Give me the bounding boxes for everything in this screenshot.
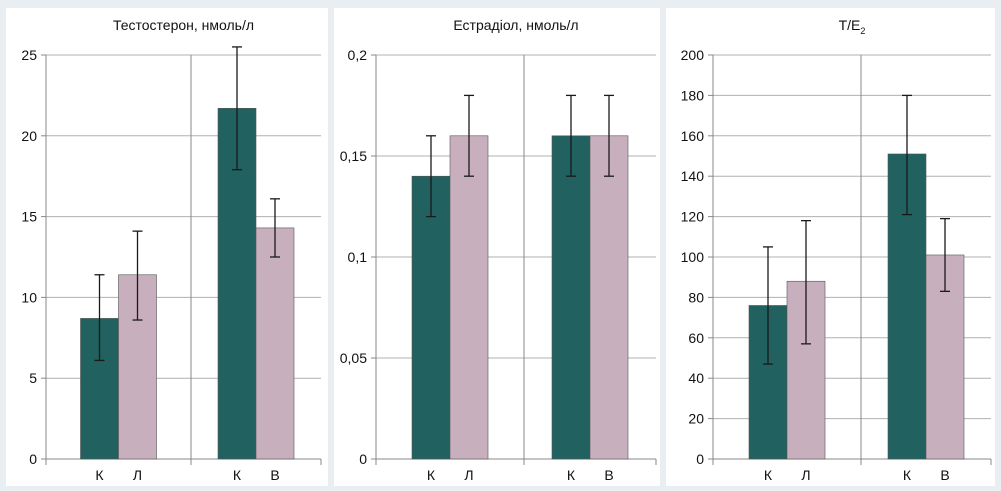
x-category-label: К — [95, 467, 104, 483]
y-tick-label: 140 — [681, 168, 705, 184]
bar — [411, 175, 451, 460]
y-tick-label: 0,15 — [340, 148, 367, 164]
x-category-label: К — [764, 467, 773, 483]
y-tick-label: 0,05 — [340, 350, 367, 366]
y-tick-label: 160 — [681, 128, 705, 144]
y-tick-label: 0,1 — [348, 249, 368, 265]
bar — [255, 227, 295, 460]
y-tick-label: 20 — [21, 128, 37, 144]
y-tick-label: 120 — [681, 209, 705, 225]
x-category-label: Л — [133, 467, 142, 483]
x-category-label: К — [427, 467, 436, 483]
x-category-label: Л — [464, 467, 473, 483]
y-tick-label: 40 — [688, 370, 704, 386]
chart-panel-estradiol: Естрадіол, нмоль/л 0 0,05 0,1 0,15 0,2 К Л К В — [334, 8, 660, 486]
x-category-label: В — [270, 467, 279, 483]
y-tick-label: 200 — [681, 47, 705, 63]
x-category-label: К — [567, 467, 576, 483]
chart-testosterone: Тестостерон, нмоль/л 0 5 10 15 20 25 К Л К В — [21, 17, 322, 483]
y-tick-label: 80 — [688, 289, 704, 305]
chart-panel-t-e2: T/E2 0 20 40 60 80 100 120 140 160 180 200 К Л К В — [666, 8, 995, 486]
y-tick-label: 100 — [681, 249, 705, 265]
chart-title-subscript: 2 — [860, 26, 865, 36]
y-tick-label: 10 — [21, 289, 37, 305]
chart-title-text: Естрадіол, нмоль/л — [453, 17, 578, 33]
y-tick-label: 25 — [21, 47, 37, 63]
chart-estradiol: Естрадіол, нмоль/л 0 0,05 0,1 0,15 0,2 К Л К В — [340, 17, 657, 483]
y-tick-label: 0 — [359, 451, 367, 467]
y-tick-label: 5 — [29, 370, 37, 386]
bar — [551, 135, 591, 460]
x-category-label: Л — [801, 467, 810, 483]
x-category-label: К — [903, 467, 912, 483]
y-tick-label: 0 — [29, 451, 37, 467]
x-category-label: К — [233, 467, 242, 483]
x-category-label: В — [940, 467, 949, 483]
x-category-label: В — [604, 467, 613, 483]
chart-title-text: T/E — [839, 17, 861, 33]
y-tick-label: 0,2 — [348, 47, 368, 63]
chart-title: Тестостерон, нмоль/л — [113, 17, 254, 33]
y-tick-label: 0 — [696, 451, 704, 467]
bar — [589, 135, 629, 460]
y-tick-label: 15 — [21, 209, 37, 225]
chart-title: T/E2 — [839, 17, 866, 36]
y-tick-label: 60 — [688, 330, 704, 346]
chart-title: Естрадіол, нмоль/л — [453, 17, 578, 33]
y-tick-label: 20 — [688, 411, 704, 427]
chart-panel-testosterone: Тестостерон, нмоль/л 0 5 10 15 20 25 К Л К В — [6, 8, 328, 486]
chart-title-text: Тестостерон, нмоль/л — [113, 17, 254, 33]
y-tick-label: 180 — [681, 87, 705, 103]
bar — [449, 135, 489, 460]
